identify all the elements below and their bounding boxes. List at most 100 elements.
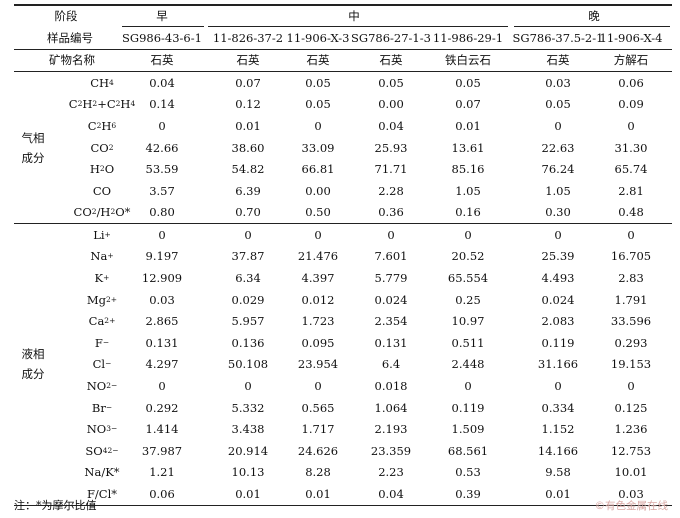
value-cell: 0.07 (235, 75, 261, 90)
value-cell: 10.97 (451, 314, 485, 329)
liquid-row: NO 2− 0 0 0 0.018 0 0 0 (14, 375, 672, 397)
value-cell: 1.21 (149, 465, 175, 480)
value-cell: 12.753 (610, 443, 652, 458)
value-cell: 2.193 (374, 422, 408, 437)
component-label: Na/K* (84, 465, 120, 480)
value-cell: 0 (244, 227, 252, 242)
value-cell: 65.554 (447, 270, 489, 285)
value-cell: 0 (158, 118, 166, 133)
value-cell: 0 (314, 378, 322, 393)
component-label: Li + (93, 227, 111, 242)
value-cell: 0 (554, 227, 562, 242)
value-cell: 0.16 (455, 205, 481, 220)
value-cell: 54.82 (231, 162, 265, 177)
header-rule (14, 48, 672, 50)
value-cell: 14.166 (537, 443, 579, 458)
value-cell: 0 (244, 378, 252, 393)
value-cell: 37.987 (141, 443, 183, 458)
gas-group-label: 气相 成分 (21, 130, 45, 165)
value-cell: 71.71 (374, 162, 408, 177)
value-cell: 1.05 (545, 183, 571, 198)
value-cell: 0 (158, 227, 166, 242)
component-label: CH 4 (90, 75, 114, 90)
value-cell: 23.359 (370, 443, 412, 458)
value-cell: 0.125 (614, 400, 648, 415)
mineral-name: 石英 (236, 53, 260, 68)
component-label: CO 2 (90, 140, 114, 155)
value-cell: 0.024 (541, 292, 575, 307)
value-cell: 10.01 (614, 465, 648, 480)
value-cell: 0.565 (301, 400, 335, 415)
value-cell: 0.029 (231, 292, 265, 307)
value-cell: 0.70 (235, 205, 261, 220)
liquid-row: K + 12.909 6.34 4.397 5.779 65.554 4.493 2.83 (14, 267, 672, 289)
liquid-row: F − 0.131 0.136 0.095 0.131 0.511 0.119 0.293 (14, 332, 672, 354)
component-label: Cl − (92, 357, 112, 372)
value-cell: 0.04 (149, 75, 175, 90)
value-cell: 6.34 (235, 270, 261, 285)
value-cell: 65.74 (614, 162, 648, 177)
value-cell: 3.57 (149, 183, 175, 198)
liquid-group-label: 液相 成分 (21, 347, 45, 382)
value-cell: 0.05 (305, 75, 331, 90)
value-cell: 2.865 (145, 314, 179, 329)
liquid-row: Li + 0 0 0 0 0 0 0 (14, 224, 672, 246)
component-label: Na + (90, 249, 114, 264)
value-cell: 5.332 (231, 400, 265, 415)
value-cell: 0.012 (301, 292, 335, 307)
mineral-name: 方解石 (613, 53, 649, 68)
value-cell: 0.292 (145, 400, 179, 415)
value-cell: 0 (464, 227, 472, 242)
value-cell: 10.13 (231, 465, 265, 480)
gas-row: CH 4 0.04 0.07 0.05 0.05 0.05 0.03 0.06 (14, 72, 672, 94)
stage-underline (122, 26, 204, 27)
value-cell: 2.083 (541, 314, 575, 329)
mineral-rule (14, 71, 672, 72)
value-cell: 4.297 (145, 357, 179, 372)
value-cell: 0.01 (235, 486, 261, 501)
header-mineral-row: 矿物名称 石英 石英 石英 石英 铁白云石 石英 方解石 (14, 50, 672, 72)
value-cell: 0.293 (614, 335, 648, 350)
mineral-name: 石英 (546, 53, 570, 68)
top-rule (14, 4, 672, 6)
value-cell: 0.01 (545, 486, 571, 501)
value-cell: 6.4 (381, 357, 401, 372)
sample-id: SG986-43-6-1 (122, 30, 202, 45)
stage-underline (514, 26, 670, 27)
value-cell: 1.509 (451, 422, 485, 437)
component-label: NO 3− (86, 422, 118, 437)
value-cell: 2.448 (451, 357, 485, 372)
component-label: F − (94, 335, 110, 350)
value-cell: 2.81 (618, 183, 644, 198)
value-cell: 0.05 (455, 75, 481, 90)
value-cell: 68.561 (447, 443, 489, 458)
value-cell: 0.334 (541, 400, 575, 415)
value-cell: 1.236 (614, 422, 648, 437)
value-cell: 0.03 (618, 486, 644, 501)
value-cell: 12.909 (141, 270, 183, 285)
value-cell: 25.93 (374, 140, 408, 155)
value-cell: 0 (314, 227, 322, 242)
value-cell: 0.01 (305, 486, 331, 501)
value-cell: 0.095 (301, 335, 335, 350)
value-cell: 20.914 (227, 443, 269, 458)
gas-row: CO 2 42.66 38.60 33.09 25.93 13.61 22.63 31.30 (14, 137, 672, 159)
value-cell: 0.03 (545, 75, 571, 90)
value-cell: 0.01 (455, 118, 481, 133)
value-cell: 0 (554, 378, 562, 393)
liquid-row: Na/K* 1.21 10.13 8.28 2.23 0.53 9.58 10.01 (14, 462, 672, 484)
value-cell: 6.39 (235, 183, 261, 198)
sample-id: 11-986-29-1 (432, 30, 504, 45)
value-cell: 0.136 (231, 335, 265, 350)
value-cell: 0.09 (618, 97, 644, 112)
value-cell: 21.476 (297, 249, 339, 264)
value-cell: 0.119 (451, 400, 485, 415)
value-cell: 0.05 (545, 97, 571, 112)
value-cell: 0.131 (374, 335, 408, 350)
liquid-row: Br − 0.292 5.332 0.565 1.064 0.119 0.334 0.125 (14, 397, 672, 419)
gas-row: CO 2/H 2 O* 0.80 0.70 0.50 0.36 0.16 0.30 0.48 (14, 202, 672, 224)
liquid-row: F/Cl* 0.06 0.01 0.01 0.04 0.39 0.01 0.03 (14, 483, 672, 505)
bottom-rule (14, 504, 672, 507)
value-cell: 0.48 (618, 205, 644, 220)
liquid-row: Na + 9.197 37.87 21.476 7.601 20.52 25.39 16.705 (14, 246, 672, 268)
